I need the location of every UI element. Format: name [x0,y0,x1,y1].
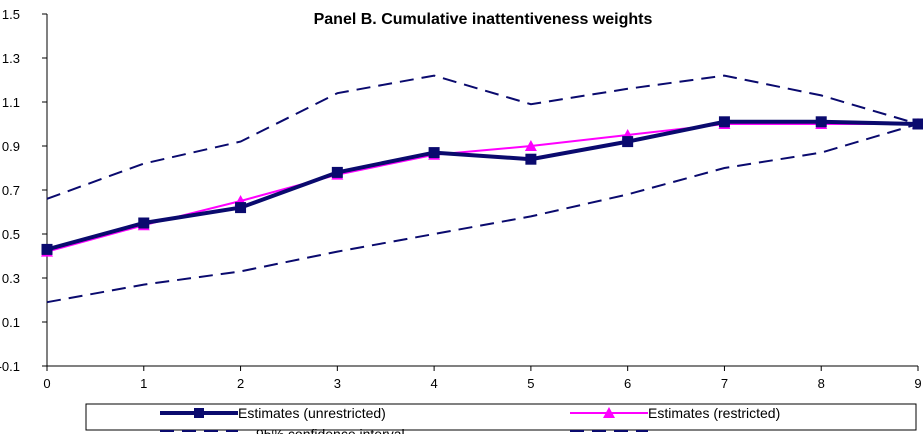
x-tick-label: 1 [140,376,147,391]
unrestricted-line [46,119,919,252]
unrestricted-marker [718,116,730,128]
x-tick-label: 7 [721,376,728,391]
unrestricted-marker [525,153,537,165]
unrestricted-marker [235,202,247,214]
legend: Estimates (unrestricted) Estimates (restr… [85,403,917,434]
legend-label-unrestricted: Estimates (unrestricted) [238,405,386,421]
y-tick-label: 1.5 [2,7,20,22]
unrestricted-marker [815,116,827,128]
x-tick-label: 4 [430,376,437,391]
y-tick-label: 1.3 [2,51,20,66]
restricted-marker [524,140,537,151]
x-tick-label: 9 [914,376,921,391]
x-tick-label: 3 [334,376,341,391]
y-tick-label: 0.3 [2,271,20,286]
legend-label-restricted: Estimates (restricted) [648,405,780,421]
x-tick-label: 8 [818,376,825,391]
x-tick-label: 6 [624,376,631,391]
y-tick-label: -0.1 [0,359,20,374]
chart-title: Panel B. Cumulative inattentiveness weig… [314,11,653,28]
legend-box [85,403,917,431]
unrestricted-marker [428,147,440,159]
legend-marker-unrestricted [194,408,204,418]
unrestricted-marker [912,118,923,130]
ci-lower-line [46,123,919,304]
y-tick-label: 0.7 [2,183,20,198]
y-tick-label: 0.5 [2,227,20,242]
legend-marker-restricted [603,407,615,418]
ci-upper-line [46,74,919,200]
unrestricted-marker [41,243,53,255]
legend-label-ci: 95% confidence interval [256,426,405,434]
plot-area: -0.1 0.1 0.3 0.5 0.7 0.9 1.1 1.3 1.5 0 1 2 3 4 5 6 7 8 9 [0,7,923,391]
y-tick-label: 0.1 [2,315,20,330]
restricted-line [46,123,918,253]
unrestricted-marker [138,217,150,229]
x-tick-label: 5 [527,376,534,391]
y-tick-label: 1.1 [2,95,20,110]
unrestricted-marker [331,166,343,178]
unrestricted-marker [622,136,634,148]
y-tick-label: 0.9 [2,139,20,154]
x-tick-label: 0 [43,376,50,391]
x-tick-label: 2 [237,376,244,391]
